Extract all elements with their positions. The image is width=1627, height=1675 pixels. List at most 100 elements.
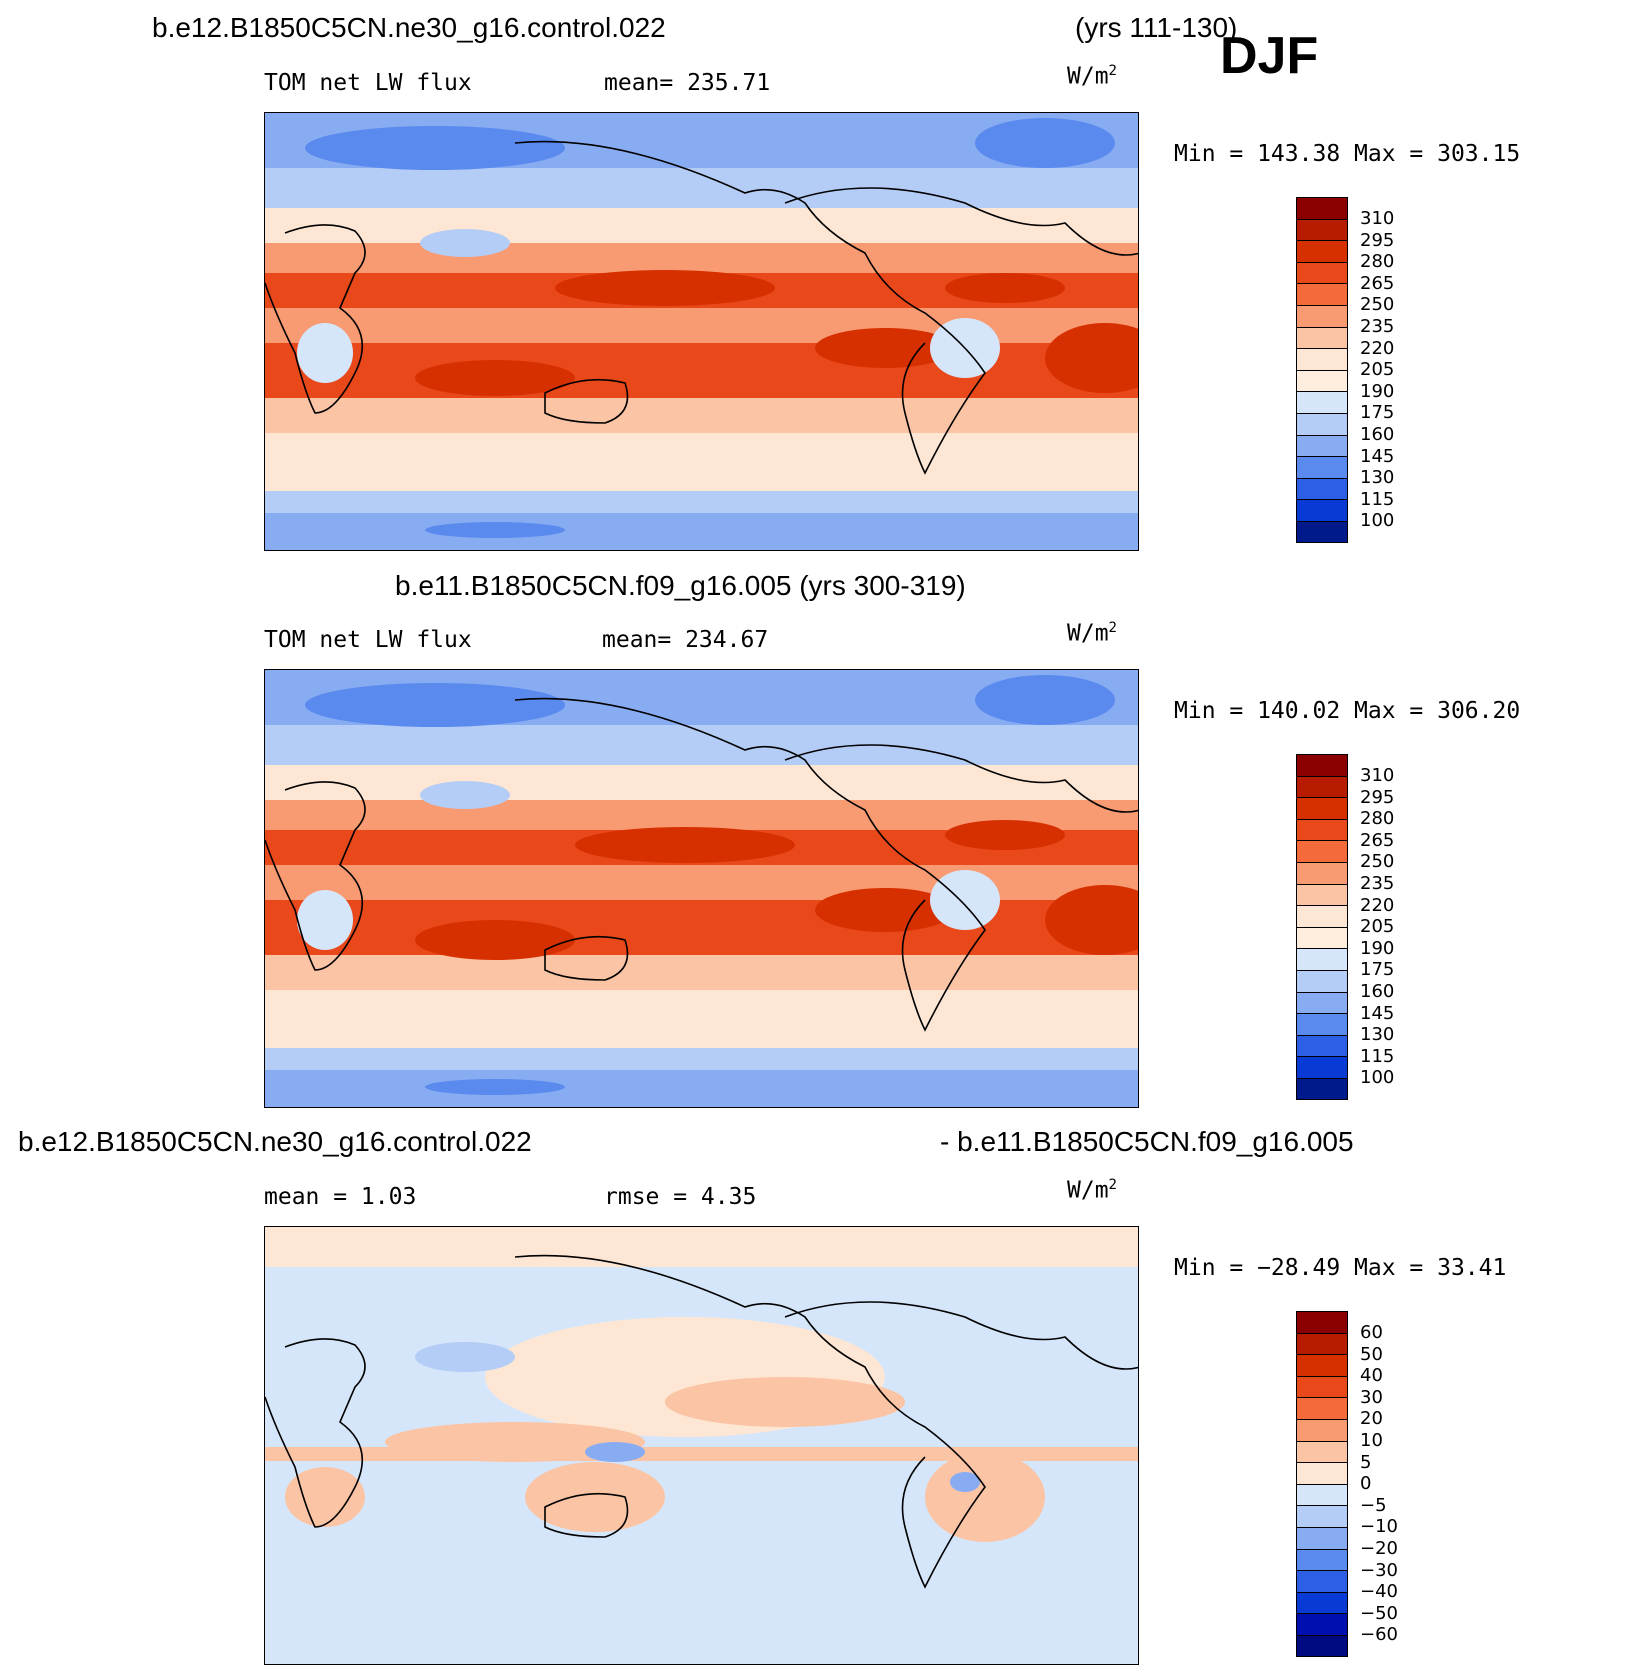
colorbar-label: −10 bbox=[1360, 1516, 1398, 1538]
panel1-mean: mean= 235.71 bbox=[604, 70, 771, 96]
diff-pos-southamerica bbox=[925, 1452, 1045, 1542]
colorbar-label: 60 bbox=[1360, 1322, 1383, 1343]
colorbar-swatch bbox=[1296, 1332, 1348, 1355]
colorbar-swatch bbox=[1296, 1591, 1348, 1614]
colorbar-label: 10 bbox=[1360, 1429, 1383, 1451]
colorbar-swatch bbox=[1296, 1077, 1348, 1100]
colorbar-label: 5 bbox=[1360, 1451, 1372, 1473]
case2-title: b.e11.B1850C5CN.f09_g16.005 (yrs 300-319… bbox=[395, 570, 966, 601]
colorbar-swatch bbox=[1296, 1440, 1348, 1463]
colorbar-label: 280 bbox=[1360, 808, 1395, 830]
diff-pos-africa bbox=[285, 1467, 365, 1527]
min-tibet bbox=[420, 229, 510, 257]
min-antarctica bbox=[425, 1079, 565, 1095]
min-antarctica bbox=[425, 522, 565, 538]
colorbar-swatch bbox=[1296, 456, 1348, 478]
panel2-map bbox=[264, 669, 1139, 1108]
colorbar-swatch bbox=[1296, 391, 1348, 413]
colorbar-label: 175 bbox=[1360, 402, 1395, 424]
band-midlat-south bbox=[265, 398, 1138, 438]
colorbar-swatch bbox=[1296, 905, 1348, 927]
max-caribbean bbox=[945, 273, 1065, 303]
coastlines bbox=[265, 1254, 1138, 1589]
diff-pos-pacific-central bbox=[665, 1377, 905, 1427]
colorbar-label: 235 bbox=[1360, 872, 1395, 894]
colorbar-swatch bbox=[1296, 520, 1348, 543]
panel1-variable: TOM net LW flux bbox=[264, 70, 472, 96]
colorbar-swatch bbox=[1296, 948, 1348, 970]
diff-title-right: - b.e11.B1850C5CN.f09_g16.005 bbox=[940, 1126, 1354, 1157]
colorbar-swatch bbox=[1296, 499, 1348, 521]
max-indian-south bbox=[415, 360, 575, 396]
band-antarctica bbox=[265, 1070, 1138, 1107]
colorbar-label: 130 bbox=[1360, 467, 1395, 489]
panel1-map bbox=[264, 112, 1139, 551]
colorbar-swatch bbox=[1296, 797, 1348, 819]
colorbar-label: 0 bbox=[1360, 1473, 1372, 1495]
colorbar-label: 190 bbox=[1360, 937, 1395, 959]
colorbar-label: 205 bbox=[1360, 359, 1395, 381]
colorbar-swatch bbox=[1296, 754, 1348, 776]
max-caribbean bbox=[945, 820, 1065, 850]
max-indian-south bbox=[415, 920, 575, 960]
min-amazon bbox=[930, 870, 1000, 930]
colorbar-label: 295 bbox=[1360, 229, 1395, 251]
colorbar-swatch bbox=[1296, 883, 1348, 906]
colorbar-swatch bbox=[1296, 369, 1348, 392]
colorbar-swatch bbox=[1296, 1311, 1348, 1333]
colorbar-label: 115 bbox=[1360, 1045, 1395, 1067]
colorbar-label: −40 bbox=[1360, 1581, 1398, 1603]
min-greenland bbox=[975, 118, 1115, 168]
colorbar-swatch bbox=[1296, 1634, 1348, 1657]
colorbar-swatch bbox=[1296, 1418, 1348, 1441]
colorbar-label: 50 bbox=[1360, 1343, 1383, 1365]
min-greenland bbox=[975, 675, 1115, 725]
colorbar-label: 205 bbox=[1360, 916, 1395, 938]
colorbar-swatch bbox=[1296, 218, 1348, 241]
diff-title-left: b.e12.B1850C5CN.ne30_g16.control.022 bbox=[18, 1126, 532, 1157]
colorbar-label: 130 bbox=[1360, 1024, 1395, 1046]
case1-title: b.e12.B1850C5CN.ne30_g16.control.022 bbox=[152, 12, 666, 43]
panel2-map-svg bbox=[265, 670, 1138, 1107]
band-subtropic-south bbox=[265, 343, 1138, 403]
colorbar-label: 250 bbox=[1360, 851, 1395, 873]
band-subtropic-south bbox=[265, 900, 1138, 960]
colorbar-label: 265 bbox=[1360, 272, 1395, 294]
colorbar-swatch bbox=[1296, 1397, 1348, 1419]
band-itcz bbox=[265, 865, 1138, 905]
colorbar-label: 220 bbox=[1360, 337, 1395, 359]
colorbar-label: 235 bbox=[1360, 315, 1395, 337]
diff-band-north bbox=[265, 1227, 1138, 1267]
colorbar-swatch bbox=[1296, 1056, 1348, 1078]
colorbar-swatch bbox=[1296, 861, 1348, 884]
colorbar-swatch bbox=[1296, 348, 1348, 370]
band-itcz bbox=[265, 308, 1138, 348]
max-pacific-south bbox=[815, 888, 955, 932]
panel3-rmse: rmse = 4.35 bbox=[604, 1184, 757, 1210]
colorbar-swatch bbox=[1296, 1483, 1348, 1506]
colorbar-swatch bbox=[1296, 1548, 1348, 1571]
colorbar-label: 100 bbox=[1360, 510, 1395, 532]
colorbar-swatch bbox=[1296, 818, 1348, 841]
panel2-variable: TOM net LW flux bbox=[264, 627, 472, 653]
colorbar-swatch bbox=[1296, 477, 1348, 500]
colorbar-swatch bbox=[1296, 1570, 1348, 1592]
panel3-map bbox=[264, 1226, 1139, 1665]
colorbar-swatch bbox=[1296, 1526, 1348, 1549]
band-southern-ocean bbox=[265, 990, 1138, 1050]
panel1-minmax: Min = 143.38 Max = 303.15 bbox=[1174, 141, 1521, 167]
colorbar-label: 20 bbox=[1360, 1408, 1383, 1430]
colorbar-label: 30 bbox=[1360, 1386, 1383, 1408]
min-tibet bbox=[420, 781, 510, 809]
colorbar-swatch bbox=[1296, 326, 1348, 349]
panel2-colorbar-labels: 310 295 280 265 250 235 220 205 190 175 160 145 130 1… bbox=[1360, 765, 1394, 1089]
colorbar-swatch bbox=[1296, 1613, 1348, 1635]
colorbar-swatch bbox=[1296, 1034, 1348, 1057]
colorbar-swatch bbox=[1296, 283, 1348, 305]
colorbar-label: −50 bbox=[1360, 1602, 1398, 1624]
diff-neg-andes bbox=[950, 1472, 980, 1492]
max-pacific-north bbox=[555, 270, 775, 306]
colorbar-label: 310 bbox=[1360, 765, 1395, 786]
min-africa bbox=[297, 890, 353, 950]
panel3-units: W/m2 bbox=[1067, 1177, 1117, 1204]
